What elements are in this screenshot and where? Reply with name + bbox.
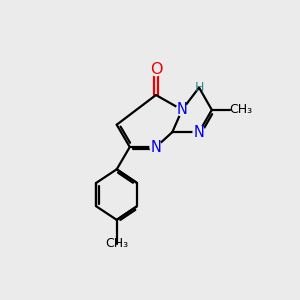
Circle shape <box>150 141 162 153</box>
Circle shape <box>150 64 162 76</box>
Text: N: N <box>177 102 188 117</box>
Text: H: H <box>194 81 204 94</box>
Text: N: N <box>151 140 161 154</box>
Text: N: N <box>194 125 205 140</box>
Text: CH₃: CH₃ <box>230 103 253 116</box>
Text: CH₃: CH₃ <box>105 237 128 250</box>
Circle shape <box>176 104 188 116</box>
Text: O: O <box>150 62 162 77</box>
Circle shape <box>193 126 205 138</box>
